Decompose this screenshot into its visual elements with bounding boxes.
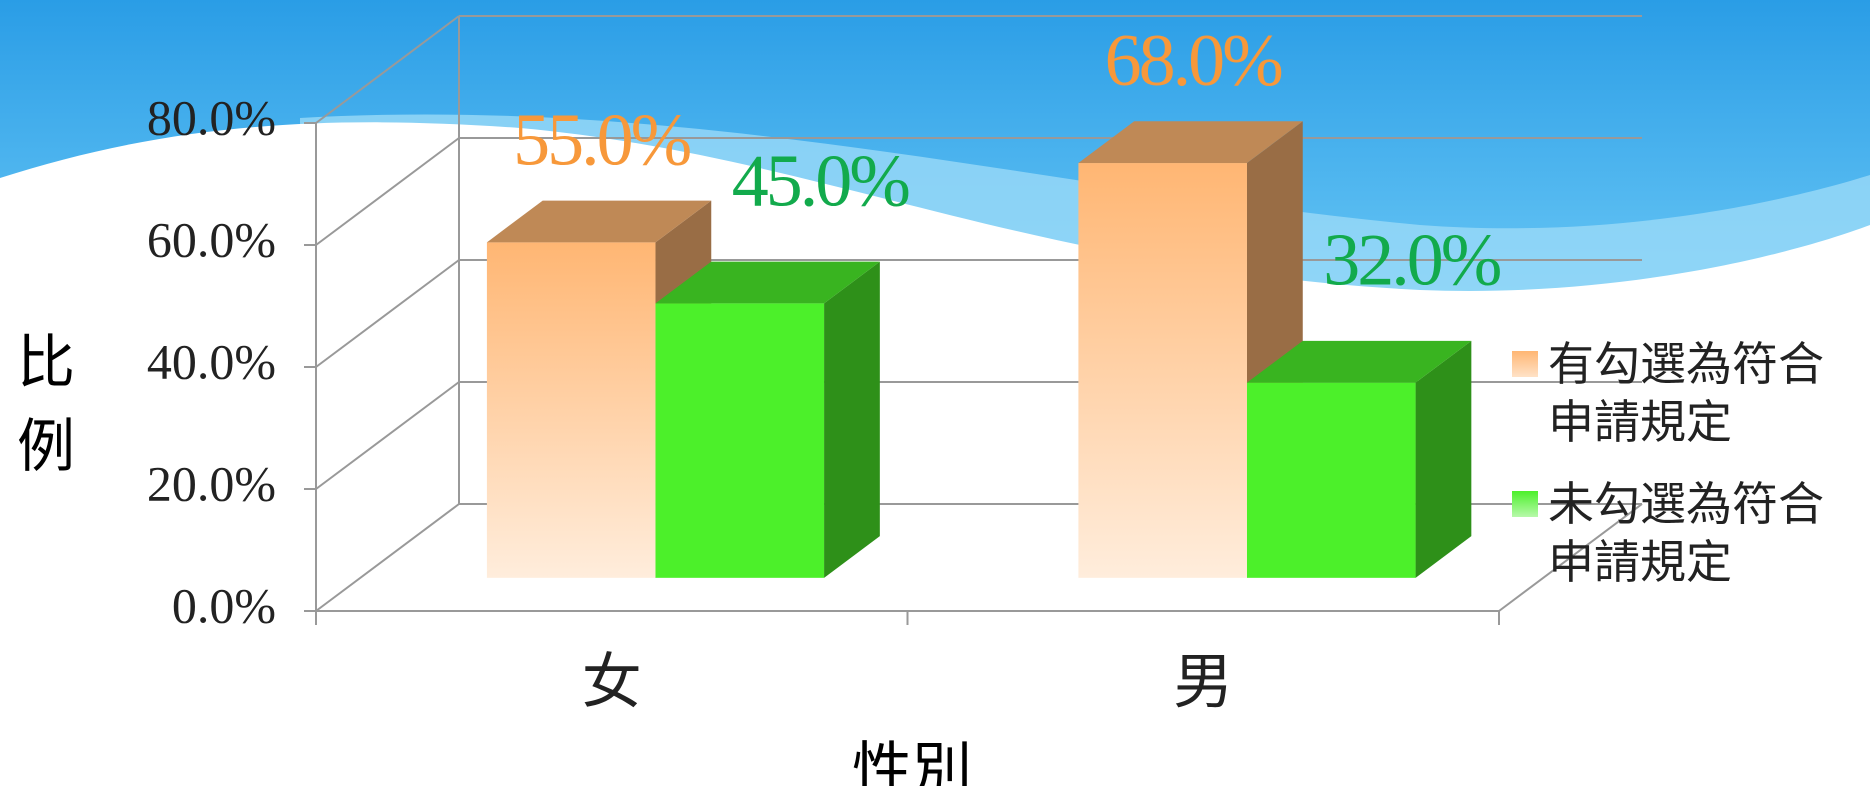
grid-line — [315, 137, 460, 246]
plot: 0.0% 20.0% 40.0% 60.0% 80.0% 女 55.0% 45.0% 男 68.0… — [147, 15, 1643, 718]
bar-side — [1415, 340, 1472, 578]
grid-line — [315, 381, 460, 490]
y-tick-label: 0.0% — [172, 577, 276, 633]
grid-line — [315, 503, 460, 612]
value-label: 32.0% — [1323, 220, 1501, 302]
y-axis-label: 比例 — [16, 328, 75, 480]
bar — [1246, 382, 1416, 578]
bar — [655, 303, 825, 578]
y-tick-label: 80.0% — [147, 89, 276, 145]
bar-top — [486, 200, 712, 243]
x-tick-label: 男 — [1173, 648, 1233, 718]
x-tick-label: 女 — [582, 648, 642, 718]
bar-top — [655, 261, 880, 304]
bar-top — [1078, 121, 1303, 164]
value-label: 68.0% — [1105, 20, 1283, 102]
y-tick-label: 20.0% — [147, 455, 276, 511]
legend-swatch — [1512, 491, 1538, 517]
grid-line — [315, 259, 460, 368]
bar — [1078, 163, 1247, 578]
axis-line — [1498, 503, 1643, 612]
legend-swatch — [1512, 351, 1538, 377]
value-label: 55.0% — [513, 99, 691, 181]
x-axis-label: 性別 — [852, 736, 972, 786]
y-tick-label: 60.0% — [147, 211, 276, 267]
legend-label: 未勾選為符合申請規定 — [1548, 477, 1824, 589]
legend-label: 有勾選為符合申請規定 — [1548, 337, 1824, 449]
y-tick-label: 40.0% — [147, 333, 276, 389]
bar-side — [824, 261, 880, 578]
bar-top — [1246, 340, 1472, 383]
grid-line — [315, 15, 460, 124]
value-label: 45.0% — [732, 140, 910, 222]
bar — [486, 242, 656, 578]
